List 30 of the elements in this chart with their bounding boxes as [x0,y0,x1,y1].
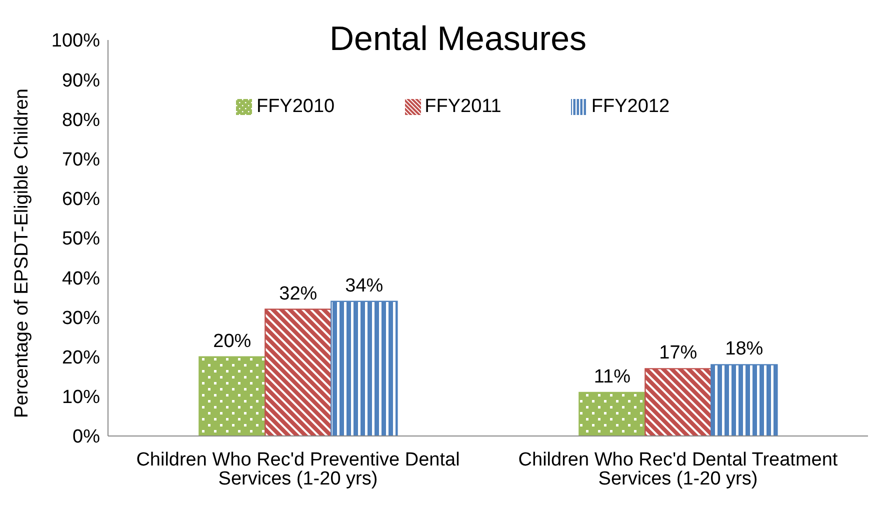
legend-label: FFY2011 [424,96,502,117]
data-label: 17% [659,342,698,364]
y-tick-label: 70% [62,150,100,171]
x-tick-label: Children Who Rec'd Preventive Dental Services (1-20 yrs) [136,449,460,490]
y-tick-label: 50% [62,228,100,250]
bar [264,308,332,436]
legend-label: FFY2010 [256,96,335,117]
bar [644,368,712,436]
data-label: 18% [725,338,764,360]
bar [578,392,646,436]
y-tick-label: 80% [62,110,100,131]
bar [710,364,778,436]
y-tick-label: 100% [51,30,100,52]
bar [198,356,266,436]
y-tick-label: 30% [62,308,100,329]
x-tick-label: Children Who Rec'd Dental Treatment Services (1-20 yrs) [518,449,838,490]
legend-label: FFY2012 [591,96,670,117]
y-tick-label: 0% [72,426,100,448]
y-axis-title: Percentage of EPSDT-Eligible Children [12,88,33,418]
data-label: 32% [279,283,318,304]
y-tick-label: 90% [62,70,100,92]
y-tick-label: 40% [62,268,100,290]
bar [330,300,398,436]
data-label: 20% [213,330,252,352]
y-tick-label: 60% [62,189,100,210]
chart-title: Dental Measures [328,20,588,59]
y-tick-label: 20% [62,348,100,369]
y-tick-label: 10% [62,387,100,408]
data-label: 11% [594,366,631,388]
data-label: 34% [345,275,384,296]
